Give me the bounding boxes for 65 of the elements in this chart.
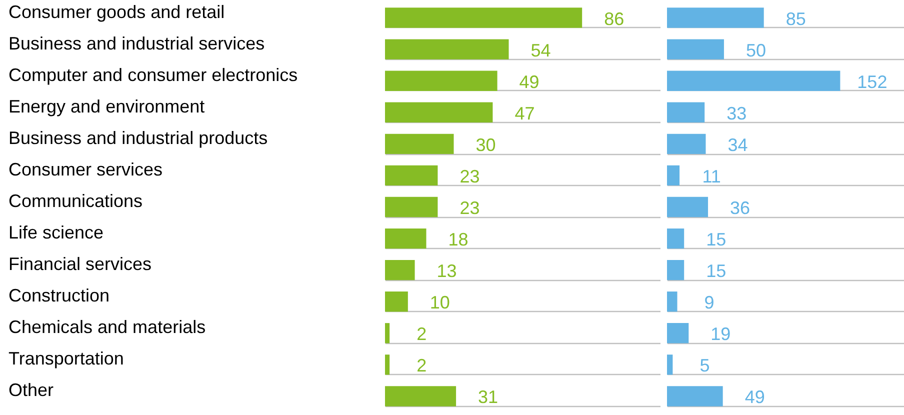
bar	[385, 228, 426, 249]
y-tick-label: Chemicals and materials	[8, 317, 206, 338]
y-tick-label: Transportation	[8, 348, 124, 369]
bar	[385, 386, 456, 406]
data-label: 34	[728, 134, 748, 155]
data-label: 23	[460, 166, 480, 186]
y-tick-label: Life science	[8, 222, 104, 243]
bar	[385, 70, 498, 91]
data-label: 23	[460, 198, 480, 218]
data-label: 54	[530, 40, 551, 60]
data-label: 10	[430, 292, 450, 313]
data-label: 15	[706, 261, 726, 282]
data-label: 152	[857, 72, 888, 92]
bar	[667, 70, 840, 91]
bar	[385, 165, 438, 186]
data-label: 33	[726, 103, 747, 124]
data-label: 15	[706, 230, 726, 250]
bar	[667, 134, 706, 154]
data-label: 85	[786, 8, 806, 29]
y-tick-label: Consumer services	[8, 159, 163, 180]
bar	[385, 102, 493, 122]
data-label: 9	[704, 292, 714, 313]
data-label: 31	[478, 387, 498, 408]
y-tick-label: Other	[8, 380, 54, 400]
y-tick-label: Business and industrial services	[8, 33, 265, 54]
bar	[667, 165, 680, 186]
data-label: 2	[416, 356, 427, 376]
data-label: 30	[476, 134, 496, 155]
data-label: 5	[700, 356, 710, 376]
bar	[667, 323, 689, 344]
bar	[385, 292, 408, 312]
data-label: 19	[710, 324, 731, 344]
bar	[667, 228, 684, 249]
data-label: 2	[416, 324, 427, 344]
data-label: 86	[604, 8, 624, 29]
data-label: 50	[746, 40, 766, 60]
data-label: 18	[448, 230, 468, 250]
bar	[667, 354, 673, 375]
bar	[385, 196, 438, 218]
y-tick-label: Communications	[8, 191, 143, 211]
bar	[667, 8, 764, 28]
data-label: 47	[514, 103, 535, 124]
bar	[667, 102, 705, 122]
bar	[385, 260, 415, 280]
bar	[667, 260, 684, 280]
data-label: 49	[519, 72, 540, 92]
bar	[385, 8, 582, 28]
bar	[667, 196, 708, 218]
y-tick-label: Computer and consumer electronics	[8, 64, 298, 85]
y-tick-label: Energy and environment	[8, 96, 205, 116]
bar	[667, 386, 723, 406]
bar	[385, 39, 509, 60]
data-label: 13	[436, 261, 457, 282]
data-label: 49	[744, 387, 765, 408]
data-label: 36	[730, 198, 750, 218]
bar	[385, 354, 390, 375]
bar	[667, 292, 678, 312]
y-tick-label: Consumer goods and retail	[8, 2, 225, 22]
bar	[667, 39, 724, 60]
data-label: 11	[702, 166, 721, 186]
bar	[385, 134, 454, 154]
y-tick-label: Construction	[8, 286, 110, 306]
y-tick-label: Business and industrial products	[8, 128, 268, 148]
bar	[385, 323, 390, 344]
y-tick-label: Financial services	[8, 254, 152, 274]
